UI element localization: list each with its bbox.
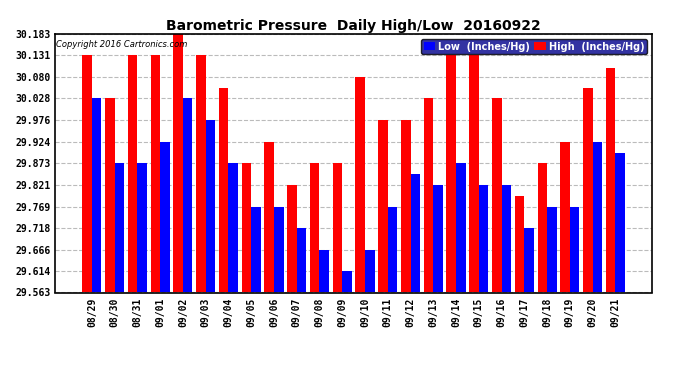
Bar bbox=[251, 207, 261, 292]
Bar bbox=[583, 88, 593, 292]
Bar bbox=[82, 56, 92, 292]
Bar bbox=[310, 163, 319, 292]
Bar bbox=[196, 56, 206, 292]
Bar bbox=[538, 163, 547, 292]
Title: Barometric Pressure  Daily High/Low  20160922: Barometric Pressure Daily High/Low 20160… bbox=[166, 19, 541, 33]
Bar bbox=[183, 98, 193, 292]
Bar bbox=[287, 185, 297, 292]
Bar bbox=[388, 207, 397, 292]
Bar bbox=[105, 98, 115, 292]
Bar bbox=[593, 142, 602, 292]
Bar bbox=[342, 271, 352, 292]
Bar bbox=[547, 207, 557, 292]
Bar bbox=[401, 120, 411, 292]
Bar bbox=[319, 249, 329, 292]
Bar bbox=[446, 56, 456, 292]
Legend: Low  (Inches/Hg), High  (Inches/Hg): Low (Inches/Hg), High (Inches/Hg) bbox=[421, 39, 647, 54]
Bar bbox=[524, 228, 534, 292]
Bar bbox=[570, 207, 580, 292]
Bar bbox=[241, 163, 251, 292]
Bar bbox=[264, 142, 274, 292]
Bar bbox=[173, 34, 183, 292]
Bar bbox=[365, 249, 375, 292]
Bar bbox=[502, 185, 511, 292]
Bar bbox=[228, 163, 238, 292]
Bar bbox=[274, 207, 284, 292]
Bar bbox=[137, 163, 147, 292]
Bar bbox=[560, 142, 570, 292]
Bar bbox=[433, 185, 443, 292]
Bar bbox=[219, 88, 228, 292]
Bar bbox=[297, 228, 306, 292]
Bar bbox=[92, 98, 101, 292]
Bar bbox=[333, 163, 342, 292]
Bar bbox=[515, 196, 524, 292]
Bar bbox=[479, 185, 489, 292]
Bar bbox=[424, 98, 433, 292]
Bar bbox=[469, 56, 479, 292]
Bar bbox=[606, 68, 615, 292]
Bar bbox=[206, 120, 215, 292]
Bar bbox=[411, 174, 420, 292]
Bar bbox=[115, 163, 124, 292]
Bar bbox=[615, 153, 625, 292]
Bar bbox=[456, 163, 466, 292]
Bar bbox=[150, 56, 160, 292]
Bar bbox=[160, 142, 170, 292]
Bar bbox=[355, 77, 365, 292]
Text: Copyright 2016 Cartronics.com: Copyright 2016 Cartronics.com bbox=[57, 40, 188, 49]
Bar bbox=[128, 56, 137, 292]
Bar bbox=[378, 120, 388, 292]
Bar bbox=[492, 98, 502, 292]
